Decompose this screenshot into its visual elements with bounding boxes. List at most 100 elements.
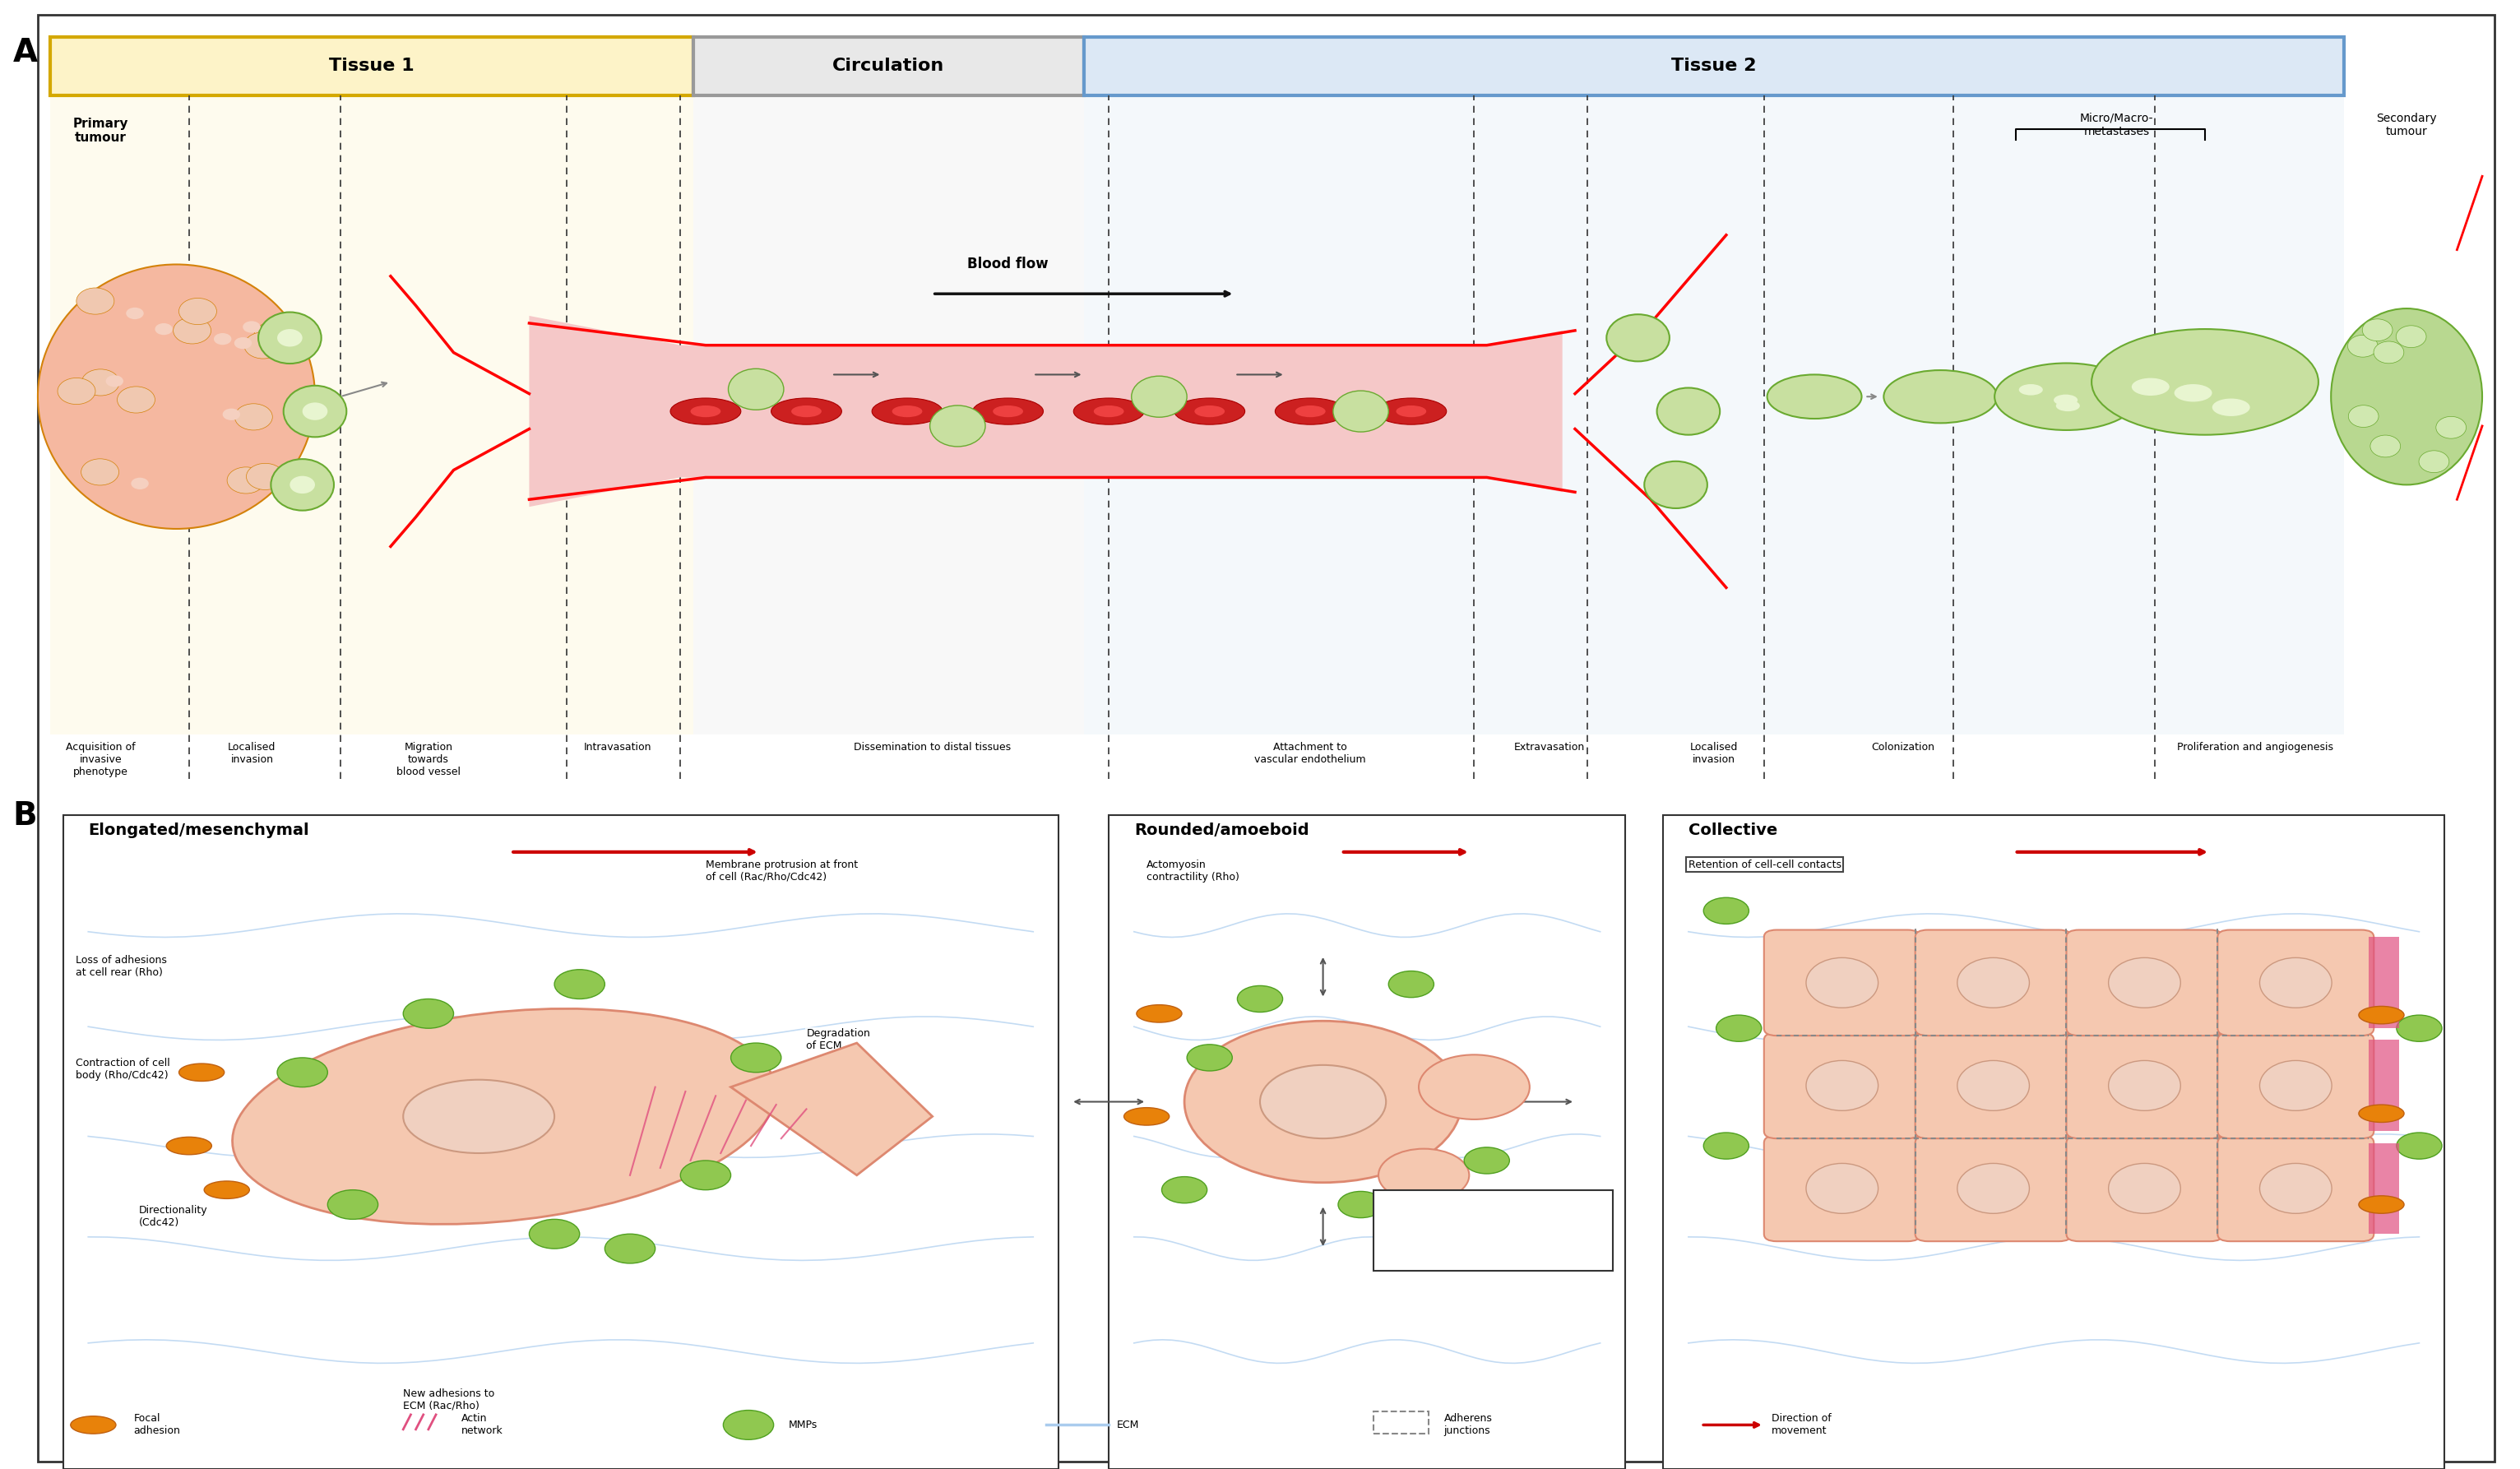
Ellipse shape xyxy=(1658,388,1721,435)
Ellipse shape xyxy=(232,1009,776,1224)
Bar xyxy=(50,95,693,734)
Ellipse shape xyxy=(1295,405,1326,417)
Ellipse shape xyxy=(106,439,123,451)
Ellipse shape xyxy=(2359,1196,2404,1213)
Ellipse shape xyxy=(1333,391,1389,432)
Circle shape xyxy=(605,1234,655,1263)
FancyBboxPatch shape xyxy=(2066,930,2223,1036)
Text: Attachment to
vascular endothelium: Attachment to vascular endothelium xyxy=(1255,742,1366,765)
Ellipse shape xyxy=(1124,1108,1169,1125)
Text: Proliferation and angiogenesis: Proliferation and angiogenesis xyxy=(2177,742,2334,752)
Bar xyxy=(63,815,1058,1469)
FancyBboxPatch shape xyxy=(50,37,693,95)
Circle shape xyxy=(680,1161,731,1190)
Text: A: A xyxy=(13,37,38,68)
Ellipse shape xyxy=(219,439,257,466)
Text: Dissemination to distal tissues: Dissemination to distal tissues xyxy=(854,742,1011,752)
Ellipse shape xyxy=(2260,1061,2331,1111)
Circle shape xyxy=(277,1058,328,1087)
Text: Directionality
(Cdc42): Directionality (Cdc42) xyxy=(139,1205,207,1228)
Text: Circulation: Circulation xyxy=(832,57,945,75)
Ellipse shape xyxy=(2384,353,2414,375)
Bar xyxy=(693,95,1084,734)
Text: Contraction of cell
body (Rho/Cdc42): Contraction of cell body (Rho/Cdc42) xyxy=(76,1058,169,1081)
Ellipse shape xyxy=(2092,329,2318,435)
Circle shape xyxy=(1464,1147,1509,1174)
Ellipse shape xyxy=(2260,1163,2331,1213)
Bar xyxy=(1663,815,2444,1469)
Ellipse shape xyxy=(1958,1163,2029,1213)
Circle shape xyxy=(403,999,454,1028)
Text: Loss of adhesions
at cell rear (Rho): Loss of adhesions at cell rear (Rho) xyxy=(76,955,166,978)
Ellipse shape xyxy=(302,403,328,420)
Ellipse shape xyxy=(1807,1061,1877,1111)
Text: Adherens
junctions: Adherens junctions xyxy=(1444,1413,1492,1437)
Circle shape xyxy=(328,1190,378,1219)
Ellipse shape xyxy=(1194,405,1225,417)
Ellipse shape xyxy=(2359,1006,2404,1024)
Text: Micro/Macro-
metastases: Micro/Macro- metastases xyxy=(2079,113,2155,137)
Ellipse shape xyxy=(930,405,985,447)
Ellipse shape xyxy=(161,451,199,477)
Text: Collective: Collective xyxy=(1688,823,1777,839)
Ellipse shape xyxy=(2331,308,2482,485)
FancyBboxPatch shape xyxy=(1084,37,2344,95)
Ellipse shape xyxy=(229,351,267,378)
Ellipse shape xyxy=(2213,355,2250,373)
Text: Actin
network: Actin network xyxy=(461,1413,504,1437)
Ellipse shape xyxy=(973,398,1043,425)
Text: Focal
adhesion: Focal adhesion xyxy=(134,1413,181,1437)
Ellipse shape xyxy=(2079,382,2102,394)
Ellipse shape xyxy=(2142,355,2180,373)
Ellipse shape xyxy=(260,311,323,364)
Ellipse shape xyxy=(2402,329,2432,351)
Ellipse shape xyxy=(209,463,227,474)
FancyBboxPatch shape xyxy=(1915,1136,2071,1241)
Text: Localised
invasion: Localised invasion xyxy=(1688,742,1739,765)
Ellipse shape xyxy=(1174,398,1245,425)
Circle shape xyxy=(2397,1015,2442,1042)
Ellipse shape xyxy=(2432,444,2462,466)
Ellipse shape xyxy=(272,458,333,511)
Circle shape xyxy=(1162,1177,1207,1203)
Text: Bleb
formation: Bleb formation xyxy=(1469,1219,1517,1243)
FancyBboxPatch shape xyxy=(2218,930,2374,1036)
Ellipse shape xyxy=(1767,375,1862,419)
FancyBboxPatch shape xyxy=(2218,1033,2374,1138)
Ellipse shape xyxy=(179,1064,224,1081)
Ellipse shape xyxy=(217,392,234,404)
Ellipse shape xyxy=(166,1137,212,1155)
Ellipse shape xyxy=(2044,391,2066,401)
Text: Tissue 1: Tissue 1 xyxy=(330,57,413,75)
Bar xyxy=(2369,1040,2399,1131)
Text: Migration
towards
blood vessel: Migration towards blood vessel xyxy=(396,742,461,777)
Ellipse shape xyxy=(771,398,842,425)
Ellipse shape xyxy=(1137,1005,1182,1022)
Ellipse shape xyxy=(204,1181,249,1199)
Ellipse shape xyxy=(2439,392,2470,414)
Circle shape xyxy=(1187,1044,1232,1071)
Ellipse shape xyxy=(2424,328,2454,350)
Ellipse shape xyxy=(1074,398,1144,425)
Circle shape xyxy=(1338,1191,1383,1218)
Ellipse shape xyxy=(2213,357,2250,375)
Bar xyxy=(2369,937,2399,1028)
Text: Intravasation: Intravasation xyxy=(585,742,650,752)
Ellipse shape xyxy=(76,320,113,347)
Ellipse shape xyxy=(111,325,149,351)
Ellipse shape xyxy=(1275,398,1346,425)
FancyBboxPatch shape xyxy=(1764,930,1920,1036)
FancyBboxPatch shape xyxy=(1915,1033,2071,1138)
Ellipse shape xyxy=(2391,332,2422,354)
Ellipse shape xyxy=(2409,373,2439,395)
PathPatch shape xyxy=(529,316,1562,507)
Ellipse shape xyxy=(1885,370,1998,423)
Ellipse shape xyxy=(209,466,227,477)
Text: Degradation
of ECM: Degradation of ECM xyxy=(806,1028,869,1052)
Ellipse shape xyxy=(1376,398,1446,425)
FancyBboxPatch shape xyxy=(2218,1136,2374,1241)
Ellipse shape xyxy=(2109,1061,2180,1111)
Circle shape xyxy=(1260,1065,1386,1138)
Ellipse shape xyxy=(2109,1163,2180,1213)
Text: Secondary
tumour: Secondary tumour xyxy=(2376,113,2437,137)
